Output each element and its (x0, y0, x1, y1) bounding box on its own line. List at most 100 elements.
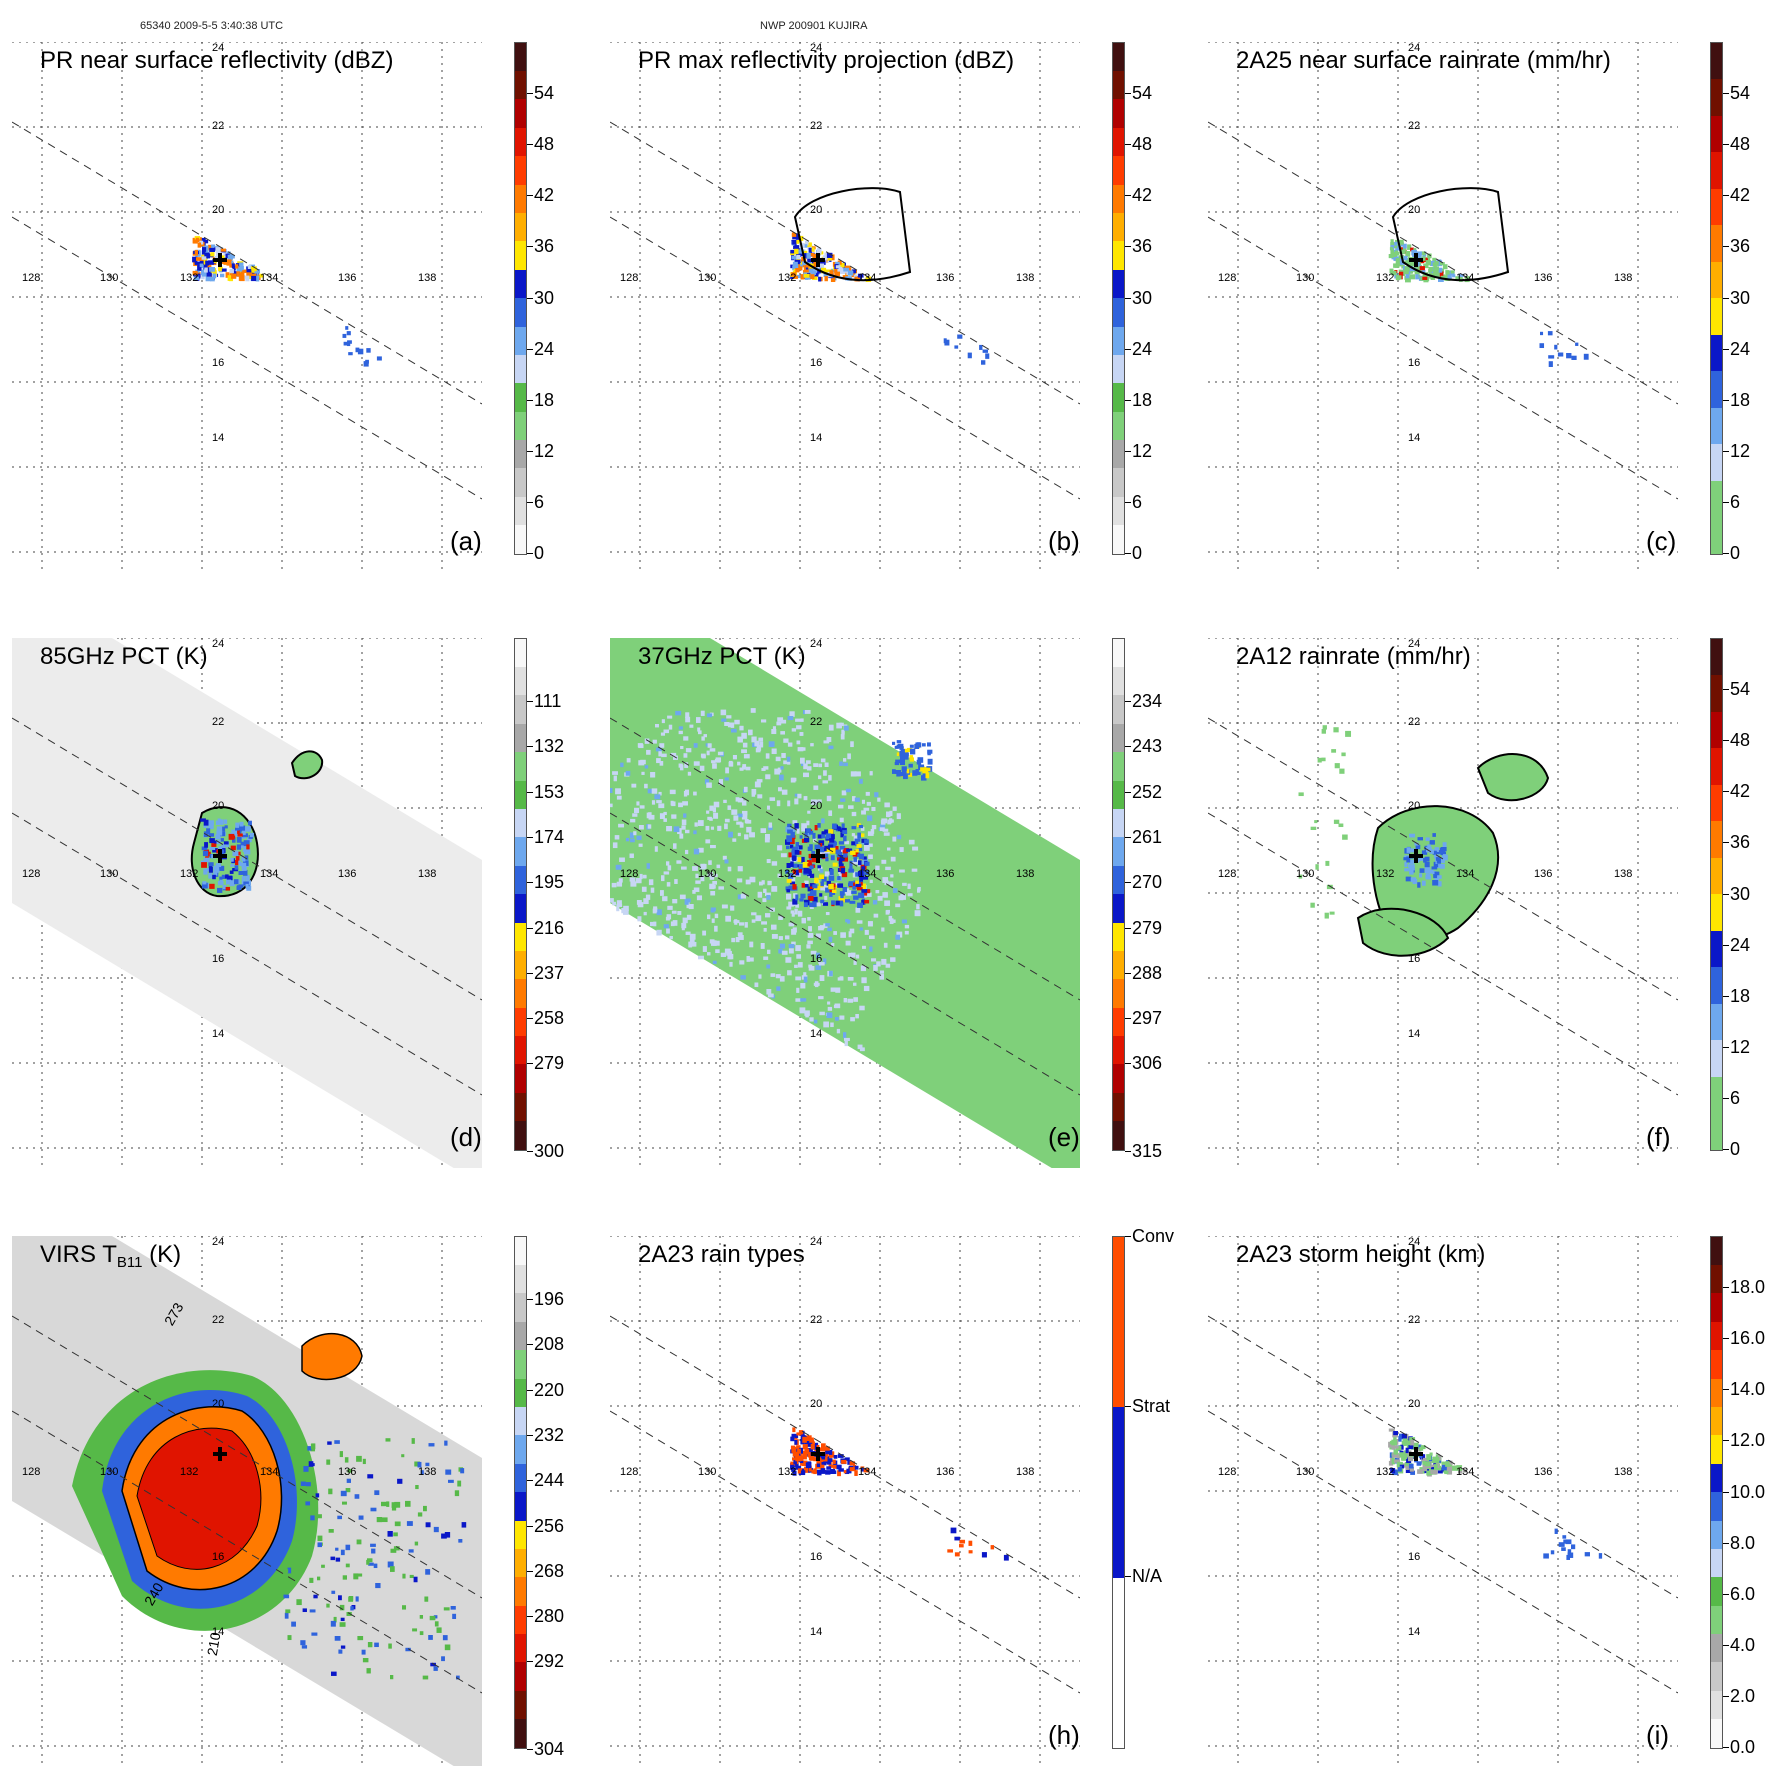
pixel-cell (833, 1465, 838, 1469)
pixel-cell (798, 864, 804, 870)
colorbar-tick-mark (527, 1150, 533, 1152)
tmi-swath (12, 638, 482, 1168)
panel-title-text: 2A23 storm height (km) (1236, 1241, 1486, 1268)
pixel-cell (639, 873, 643, 880)
colorbar-segment (1112, 751, 1125, 781)
colorbar-segment (514, 808, 527, 838)
pixel-cell (1388, 1460, 1394, 1466)
pixel-cell (1433, 874, 1438, 879)
pixel-cell (796, 274, 802, 279)
pixel-cell (803, 902, 808, 908)
pixel-cell (840, 798, 846, 802)
pixel-cell (791, 255, 798, 260)
panel-title: PR near surface reflectivity (dBZ) (40, 47, 393, 75)
colorbar-segment (514, 297, 527, 327)
pixel-cell (819, 263, 825, 268)
pixel-cell (1414, 842, 1419, 846)
pixel-cell (405, 1500, 411, 1507)
colorbar-tick-mark (1125, 246, 1131, 248)
pixel-cell (819, 1011, 825, 1016)
pixel-cell (819, 893, 823, 897)
pixel-cell (231, 273, 237, 279)
lat-label: 14 (212, 1028, 225, 1040)
pixel-cell (610, 898, 614, 903)
pixel-cell (813, 838, 817, 843)
colorbar-segment (1710, 42, 1723, 79)
pixel-cell (229, 268, 234, 274)
pixel-cell (244, 849, 249, 855)
pixel-cell (824, 762, 829, 767)
colorbar-tick-mark (1723, 553, 1729, 554)
pixel-cell (821, 1462, 827, 1466)
colorbar-segment (1710, 893, 1723, 931)
pixel-cell (701, 736, 705, 741)
pixel-cell (682, 801, 688, 806)
colorbar-tick-mark (1723, 995, 1729, 997)
pixel-cell (1425, 260, 1432, 266)
pixel-cell (1562, 1535, 1567, 1539)
pixel-cell (803, 796, 808, 801)
pixel-cell (797, 747, 804, 752)
pixel-cell (331, 1671, 337, 1676)
swath-edge-line (1208, 717, 1678, 1001)
pixel-cell (925, 772, 930, 779)
pixel-cell (441, 1533, 447, 1539)
lat-label: 14 (810, 432, 823, 444)
pixel-cell (693, 743, 698, 748)
panel-d: 128 130 132 134 136 138 24 22 20 16 14 85GHz PCT (K… (12, 638, 564, 1168)
pixel-cell (828, 810, 833, 816)
pixel-cell (844, 1040, 848, 1047)
pixel-cell (981, 360, 986, 365)
pixel-cell (673, 826, 680, 833)
pixel-cell (767, 825, 773, 831)
pixel-cell (805, 276, 809, 280)
pixel-cell (811, 1469, 817, 1474)
pixel-cell (630, 818, 636, 823)
pixel-cell (843, 1032, 847, 1039)
pixel-cell (676, 860, 682, 864)
pixel-cell (707, 743, 712, 748)
pixel-cell (236, 266, 243, 272)
colorbar-tick-mark (1723, 399, 1729, 401)
pixel-cell (861, 810, 866, 815)
pixel-cell (820, 899, 825, 904)
pixel-cell (968, 1540, 973, 1546)
pixel-cell (778, 787, 782, 792)
pixel-cell (869, 879, 873, 884)
pixel-cell (685, 849, 689, 855)
pixel-cell (1450, 270, 1455, 274)
pixel-cell (294, 1546, 299, 1552)
pixel-cell (861, 883, 867, 890)
panel-e: 128 130 132 134 136 138 24 22 20 16 14 37GHz PCT (K… (610, 638, 1162, 1168)
lon-label: 130 (1296, 1466, 1315, 1478)
pixel-cell (785, 886, 789, 891)
pixel-cell (842, 855, 848, 862)
pixel-cell (1419, 1447, 1424, 1451)
pixel-cell (787, 829, 793, 834)
pixel-cell (457, 1480, 462, 1487)
pixel-cell (706, 750, 710, 756)
pixel-cell (796, 987, 800, 993)
pixel-cell (792, 1451, 799, 1457)
pixel-cell (767, 880, 772, 886)
colorbar-segment (1112, 723, 1125, 753)
pixel-cell (835, 846, 839, 852)
pixel-cell (767, 805, 771, 810)
pixel-cell (656, 909, 662, 916)
colorbar-segment (1710, 674, 1723, 712)
lat-label: 14 (212, 432, 225, 444)
pixel-cell (890, 856, 896, 862)
pixel-cell (216, 826, 223, 831)
pixel-cell (296, 1599, 302, 1606)
pixel-cell (1408, 864, 1412, 868)
colorbar-tick-label: 315 (1132, 1140, 1163, 1161)
pixel-cell (805, 1462, 812, 1469)
pixel-cell (825, 1470, 831, 1475)
pixel-cell (915, 742, 922, 748)
pixel-cell (804, 884, 809, 888)
pixel-cell (669, 789, 676, 795)
colorbar-tick-mark (1125, 93, 1131, 95)
pixel-cell (1397, 1461, 1403, 1467)
lon-label: 138 (418, 272, 437, 284)
pixel-cell (221, 874, 225, 879)
